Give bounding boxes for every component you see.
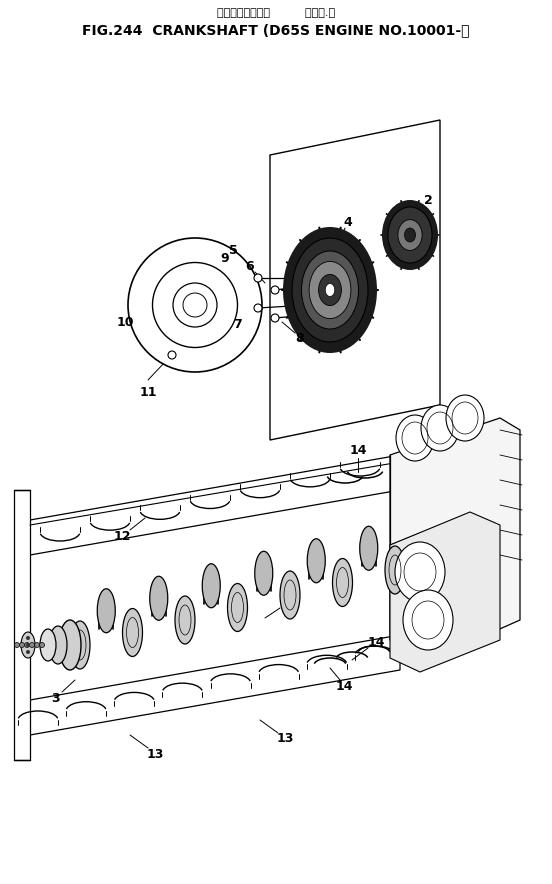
Text: 7: 7	[233, 318, 242, 332]
Text: 13: 13	[277, 731, 294, 744]
Circle shape	[29, 643, 34, 647]
Circle shape	[24, 643, 29, 647]
Text: 5: 5	[229, 243, 237, 256]
Circle shape	[271, 286, 279, 294]
Ellipse shape	[446, 395, 484, 441]
Polygon shape	[30, 455, 400, 555]
Ellipse shape	[292, 238, 368, 342]
Ellipse shape	[97, 589, 115, 633]
Text: 14: 14	[349, 444, 367, 456]
Polygon shape	[390, 418, 520, 660]
Ellipse shape	[40, 629, 56, 661]
Circle shape	[26, 650, 30, 654]
Polygon shape	[14, 490, 30, 760]
Text: FIG.244  CRANKSHAFT (D65S ENGINE NO.10001-）: FIG.244 CRANKSHAFT (D65S ENGINE NO.10001…	[82, 23, 470, 37]
Ellipse shape	[70, 621, 90, 669]
Ellipse shape	[319, 274, 341, 306]
Ellipse shape	[49, 626, 67, 664]
Text: 12: 12	[113, 530, 131, 543]
Circle shape	[26, 636, 30, 640]
Polygon shape	[390, 512, 500, 672]
Text: 6: 6	[246, 261, 254, 273]
Ellipse shape	[395, 542, 445, 602]
Ellipse shape	[255, 552, 273, 595]
Ellipse shape	[175, 596, 195, 644]
Ellipse shape	[398, 219, 422, 250]
Ellipse shape	[403, 590, 453, 650]
Text: 8: 8	[296, 332, 304, 345]
Ellipse shape	[396, 415, 434, 461]
Text: 11: 11	[139, 385, 157, 399]
Ellipse shape	[388, 207, 432, 263]
Polygon shape	[30, 635, 400, 735]
Polygon shape	[270, 120, 440, 440]
Ellipse shape	[128, 238, 262, 372]
Text: 3: 3	[51, 691, 59, 705]
Ellipse shape	[21, 632, 35, 658]
Ellipse shape	[325, 284, 335, 296]
Text: 2: 2	[423, 194, 432, 207]
Ellipse shape	[283, 227, 377, 353]
Circle shape	[26, 643, 30, 647]
Ellipse shape	[385, 546, 405, 594]
Circle shape	[254, 304, 262, 312]
Ellipse shape	[309, 262, 351, 318]
Text: 9: 9	[221, 252, 229, 264]
Ellipse shape	[152, 263, 237, 347]
Circle shape	[34, 643, 40, 647]
Ellipse shape	[421, 405, 459, 451]
Circle shape	[168, 351, 176, 359]
Ellipse shape	[123, 608, 142, 657]
Circle shape	[254, 274, 262, 282]
Ellipse shape	[173, 283, 217, 327]
Text: 14: 14	[335, 680, 353, 692]
Text: 13: 13	[146, 748, 164, 760]
Circle shape	[40, 643, 45, 647]
Ellipse shape	[202, 564, 220, 608]
Text: 14: 14	[367, 636, 385, 649]
Ellipse shape	[150, 576, 168, 621]
Text: 4: 4	[344, 216, 352, 228]
Text: クランクシャフト          運用号.機: クランクシャフト 運用号.機	[217, 8, 335, 18]
Circle shape	[19, 643, 24, 647]
Ellipse shape	[301, 251, 358, 329]
Ellipse shape	[227, 583, 247, 631]
Text: 1: 1	[280, 598, 289, 611]
Ellipse shape	[59, 620, 81, 670]
Ellipse shape	[307, 538, 325, 583]
Ellipse shape	[332, 559, 353, 606]
Text: 10: 10	[116, 316, 134, 329]
Ellipse shape	[382, 200, 438, 270]
Circle shape	[14, 643, 19, 647]
Ellipse shape	[405, 228, 416, 242]
Circle shape	[271, 314, 279, 322]
Ellipse shape	[360, 526, 378, 570]
Ellipse shape	[280, 571, 300, 619]
